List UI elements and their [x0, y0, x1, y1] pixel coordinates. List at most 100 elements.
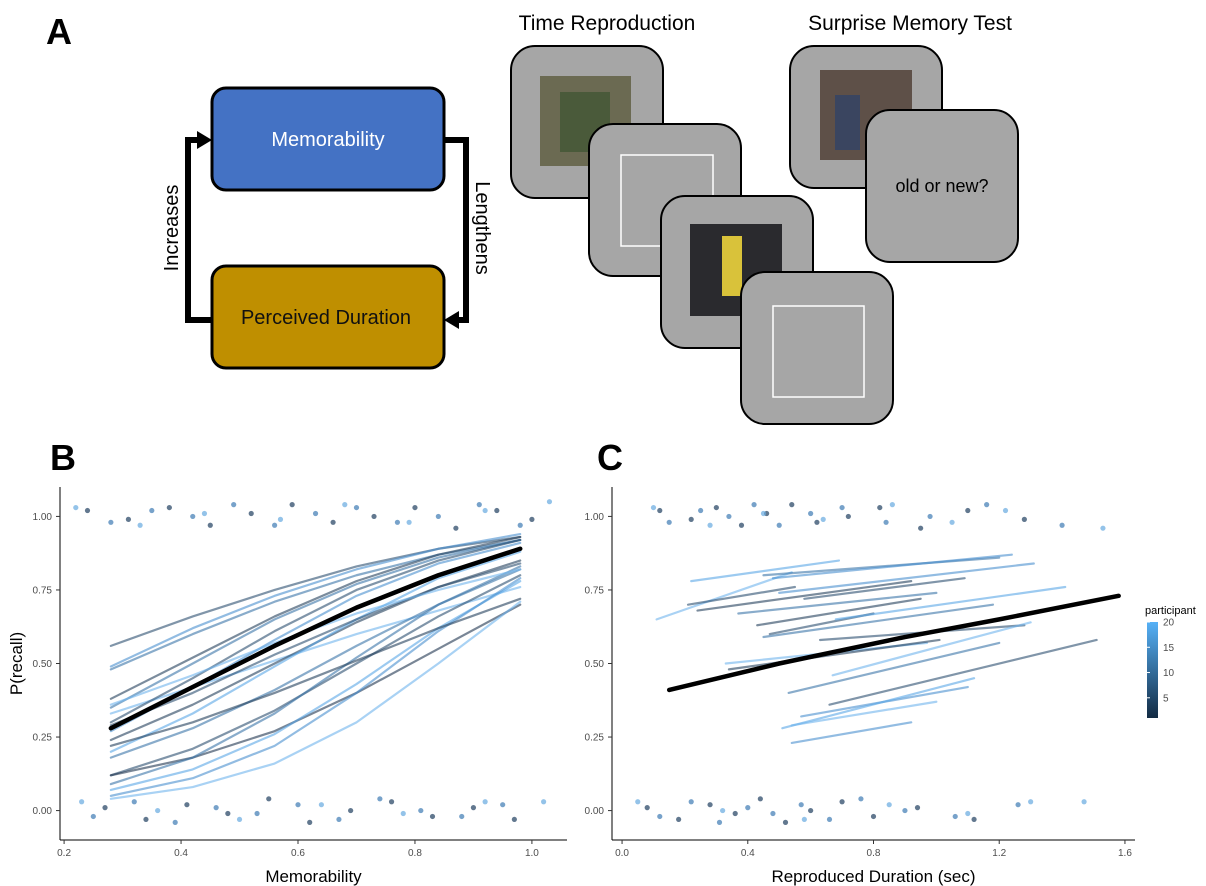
point: [689, 517, 694, 522]
node-label: Memorability: [271, 129, 384, 151]
x-tick-label: 0.6: [291, 848, 305, 859]
point: [138, 523, 143, 528]
point: [1015, 802, 1020, 807]
point: [529, 517, 534, 522]
photo-detail: [835, 95, 860, 150]
point: [354, 505, 359, 510]
point: [657, 814, 662, 819]
panel-label: B: [50, 437, 76, 478]
arrowhead: [197, 131, 212, 149]
point: [965, 811, 970, 816]
point: [887, 802, 892, 807]
point: [330, 520, 335, 525]
point: [645, 805, 650, 810]
point: [971, 817, 976, 822]
y-tick-label: 0.75: [585, 585, 605, 596]
participant-line: [782, 678, 974, 728]
edge-label: Increases: [161, 185, 183, 272]
y-tick-label: 0.50: [33, 659, 53, 670]
arrow: [188, 140, 212, 320]
point: [418, 808, 423, 813]
legend-tick-label: 5: [1163, 693, 1169, 704]
point: [758, 796, 763, 801]
x-tick-label: 1.6: [1118, 848, 1132, 859]
point: [518, 523, 523, 528]
point: [726, 514, 731, 519]
point: [483, 508, 488, 513]
point: [342, 502, 347, 507]
point: [821, 517, 826, 522]
participant-line: [792, 722, 911, 743]
point: [477, 502, 482, 507]
point: [430, 814, 435, 819]
x-tick-label: 1.2: [992, 848, 1006, 859]
point: [720, 808, 725, 813]
point: [883, 520, 888, 525]
point: [126, 517, 131, 522]
point: [839, 505, 844, 510]
point: [839, 799, 844, 804]
participant-line: [763, 605, 992, 637]
point: [436, 514, 441, 519]
x-tick-label: 0.8: [408, 848, 422, 859]
point: [541, 799, 546, 804]
point: [890, 502, 895, 507]
point: [348, 808, 353, 813]
legend-tick-label: 20: [1163, 618, 1175, 629]
x-tick-label: 0.4: [174, 848, 188, 859]
arrow: [444, 140, 466, 320]
point: [751, 502, 756, 507]
point: [407, 520, 412, 525]
point: [471, 805, 476, 810]
point: [155, 808, 160, 813]
point: [307, 820, 312, 825]
y-tick-label: 0.50: [585, 659, 605, 670]
y-tick-label: 1.00: [585, 512, 605, 523]
y-tick-label: 0.25: [33, 733, 53, 744]
y-tick-label: 0.75: [33, 585, 53, 596]
point: [1003, 508, 1008, 513]
edge-label: Lengthens: [471, 181, 493, 274]
point: [278, 517, 283, 522]
legend-title: participant: [1145, 605, 1196, 617]
point: [657, 508, 662, 513]
point: [266, 796, 271, 801]
legend-tick-label: 10: [1163, 668, 1175, 679]
point: [231, 502, 236, 507]
point: [783, 820, 788, 825]
point: [73, 505, 78, 510]
point: [494, 508, 499, 513]
x-tick-label: 0.4: [741, 848, 755, 859]
point: [1028, 799, 1033, 804]
point: [667, 520, 672, 525]
point: [802, 817, 807, 822]
participant-line: [773, 555, 1012, 579]
photo-detail: [722, 236, 742, 296]
section-title: Time Reproduction: [519, 12, 696, 35]
point: [689, 799, 694, 804]
point: [173, 820, 178, 825]
point: [808, 808, 813, 813]
point: [871, 814, 876, 819]
x-tick-label: 0.0: [615, 848, 629, 859]
point: [827, 817, 832, 822]
point: [777, 523, 782, 528]
point: [745, 805, 750, 810]
point: [412, 505, 417, 510]
point: [651, 505, 656, 510]
point: [108, 520, 113, 525]
x-tick-label: 0.2: [57, 848, 71, 859]
point: [249, 511, 254, 516]
x-tick-label: 0.8: [867, 848, 881, 859]
point: [319, 802, 324, 807]
point: [336, 817, 341, 822]
point: [707, 802, 712, 807]
legend-tick-label: 15: [1163, 643, 1175, 654]
point: [483, 799, 488, 804]
y-tick-label: 0.25: [585, 733, 605, 744]
color-bar: [1147, 622, 1158, 718]
participant-line: [789, 643, 1000, 693]
panel-label: C: [597, 437, 623, 478]
point: [79, 799, 84, 804]
point: [313, 511, 318, 516]
